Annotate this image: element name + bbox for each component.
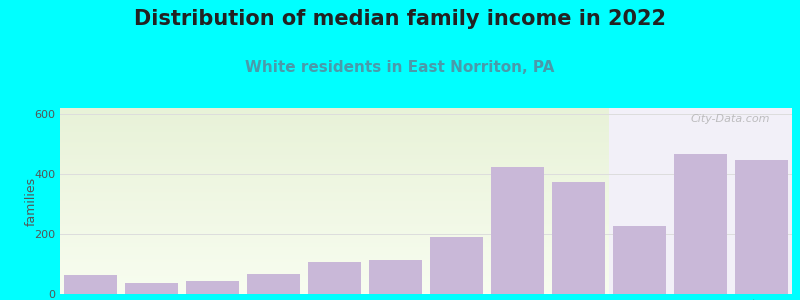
Bar: [490, 167, 544, 294]
Bar: [125, 283, 178, 294]
Bar: [609, 108, 792, 294]
Bar: [369, 260, 422, 294]
Bar: [246, 274, 300, 294]
Bar: [734, 160, 788, 294]
Text: City-Data.com: City-Data.com: [690, 114, 770, 124]
Text: White residents in East Norriton, PA: White residents in East Norriton, PA: [246, 60, 554, 75]
Bar: [613, 226, 666, 294]
Text: Distribution of median family income in 2022: Distribution of median family income in …: [134, 9, 666, 29]
Bar: [430, 237, 483, 294]
Bar: [674, 154, 727, 294]
Bar: [308, 262, 362, 294]
Bar: [552, 182, 606, 294]
Bar: [186, 281, 239, 294]
Bar: [64, 274, 118, 294]
Y-axis label: families: families: [25, 176, 38, 226]
